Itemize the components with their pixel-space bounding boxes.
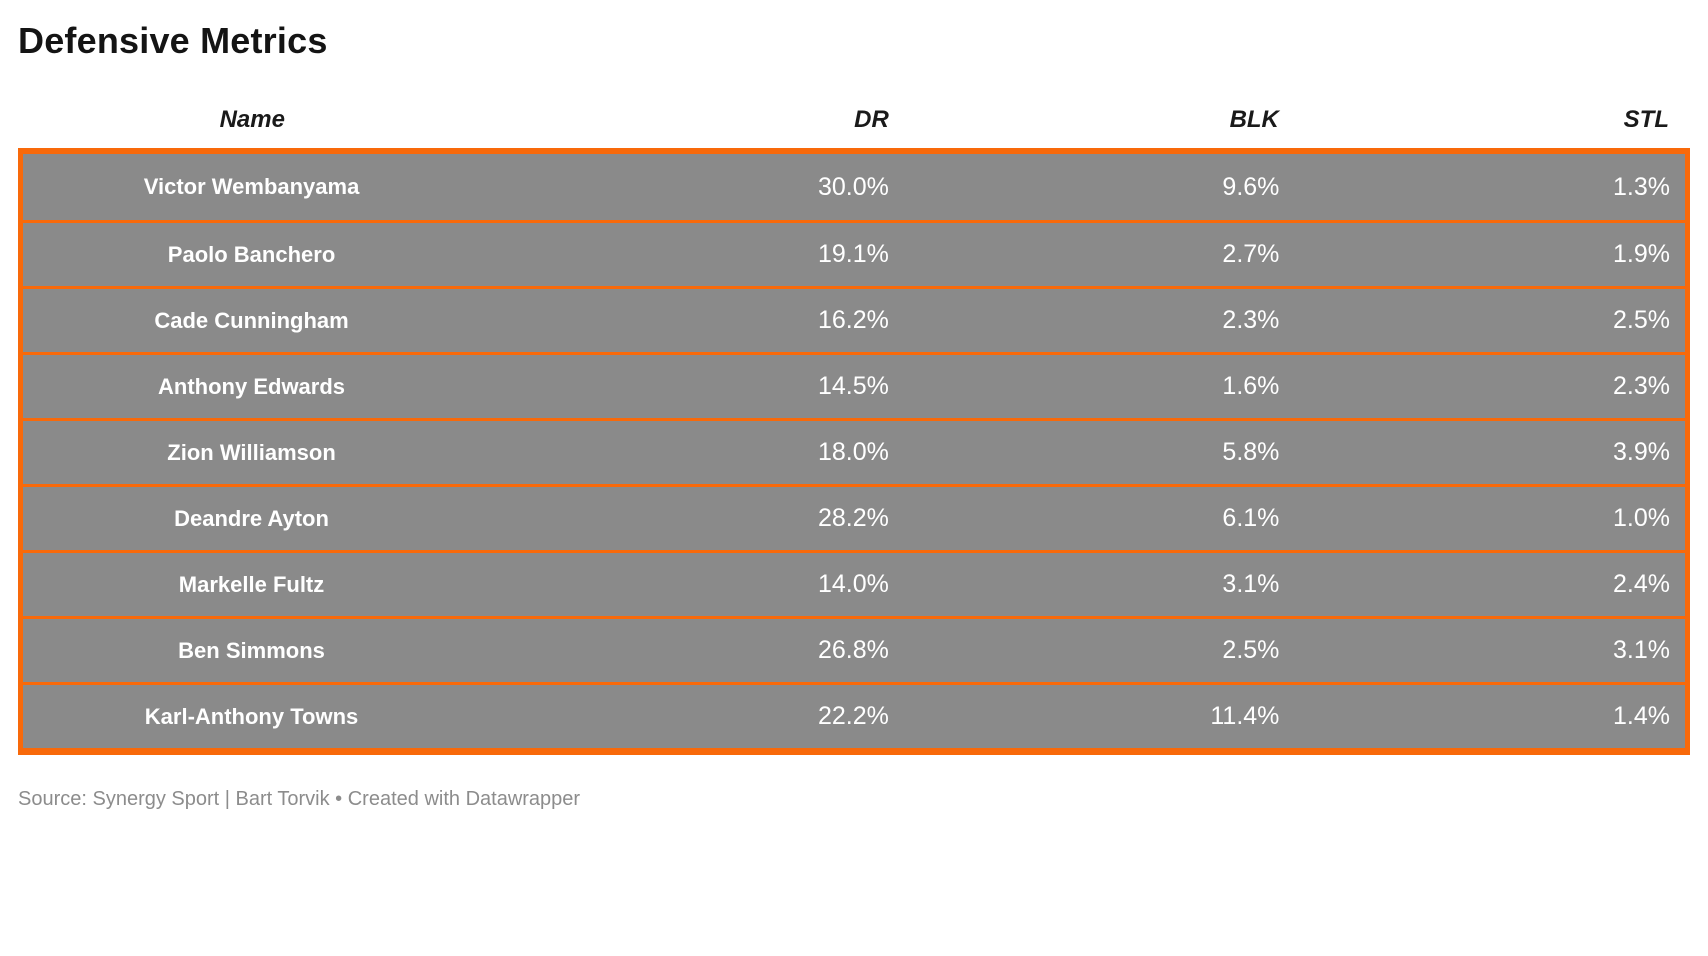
column-header-dr: DR	[854, 106, 889, 133]
table-body: Victor Wembanyama 30.0% 9.6% 1.3% Paolo …	[18, 148, 1690, 755]
cell-blk-value: 2.5%	[1222, 636, 1280, 664]
column-header-stl: STL	[1623, 106, 1669, 133]
cell-stl-value: 2.3%	[1612, 372, 1670, 400]
cell-dr-value: 14.5%	[817, 372, 889, 400]
chart-container: Defensive Metrics Name DR BLK STL Victor…	[18, 20, 1690, 810]
cell-player-name: Anthony Edwards	[158, 373, 346, 399]
cell-stl-value: 1.9%	[1612, 240, 1670, 268]
cell-player-name: Paolo Banchero	[167, 241, 336, 267]
cell-blk-value: 2.7%	[1222, 240, 1280, 268]
table-row: Ben Simmons 26.8% 2.5% 3.1%	[23, 616, 1685, 682]
cell-dr-value: 26.8%	[817, 636, 889, 664]
cell-blk-value: 6.1%	[1222, 504, 1280, 532]
cell-player-name: Zion Williamson	[167, 439, 336, 465]
cell-blk-value: 3.1%	[1222, 570, 1280, 598]
table-row: Karl-Anthony Towns 22.2% 11.4% 1.4%	[23, 682, 1685, 748]
cell-dr-value: 30.0%	[817, 172, 889, 201]
column-header-row: Name DR BLK STL	[18, 106, 1690, 148]
cell-dr-value: 19.1%	[817, 240, 889, 268]
table-row: Markelle Fultz 14.0% 3.1% 2.4%	[23, 550, 1685, 616]
cell-stl-value: 1.3%	[1612, 172, 1670, 201]
cell-dr-value: 14.0%	[817, 570, 889, 598]
column-header-blk: BLK	[1229, 106, 1279, 133]
table-row: Victor Wembanyama 30.0% 9.6% 1.3%	[23, 154, 1685, 220]
cell-dr-value: 22.2%	[817, 702, 889, 730]
cell-dr-value: 16.2%	[817, 306, 889, 334]
cell-stl-value: 1.0%	[1612, 504, 1670, 532]
cell-stl-value: 3.9%	[1612, 438, 1670, 466]
cell-player-name: Ben Simmons	[178, 637, 325, 663]
table-row: Deandre Ayton 28.2% 6.1% 1.0%	[23, 484, 1685, 550]
cell-blk-value: 11.4%	[1210, 702, 1280, 730]
cell-dr-value: 18.0%	[817, 438, 889, 466]
table-row: Paolo Banchero 19.1% 2.7% 1.9%	[23, 220, 1685, 286]
cell-player-name: Deandre Ayton	[174, 505, 329, 531]
cell-dr-value: 28.2%	[817, 504, 889, 532]
cell-player-name: Karl-Anthony Towns	[144, 703, 359, 729]
cell-blk-value: 2.3%	[1222, 306, 1280, 334]
page-title: Defensive Metrics	[18, 20, 328, 61]
cell-stl-value: 3.1%	[1612, 636, 1670, 664]
cell-stl-value: 2.4%	[1612, 570, 1670, 598]
column-header-name: Name	[219, 106, 285, 133]
cell-stl-value: 1.4%	[1612, 702, 1670, 730]
cell-blk-value: 5.8%	[1222, 438, 1280, 466]
cell-blk-value: 9.6%	[1222, 172, 1280, 201]
cell-blk-value: 1.6%	[1222, 372, 1280, 400]
table-row: Zion Williamson 18.0% 5.8% 3.9%	[23, 418, 1685, 484]
cell-player-name: Markelle Fultz	[178, 571, 325, 597]
table-row: Anthony Edwards 14.5% 1.6% 2.3%	[23, 352, 1685, 418]
cell-player-name: Victor Wembanyama	[143, 174, 360, 199]
source-attribution: Source: Synergy Sport | Bart Torvik • Cr…	[18, 788, 581, 810]
cell-stl-value: 2.5%	[1612, 306, 1670, 334]
cell-player-name: Cade Cunningham	[154, 307, 349, 333]
table-row: Cade Cunningham 16.2% 2.3% 2.5%	[23, 286, 1685, 352]
